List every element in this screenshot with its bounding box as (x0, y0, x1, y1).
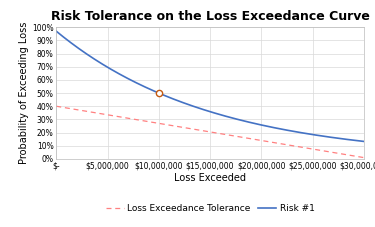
Risk #1 (189, 104, 194, 107)
Risk #1 (265, 125, 270, 128)
Loss Exceedance Tolerance (200, 129, 204, 132)
X-axis label: Loss Exceeded: Loss Exceeded (174, 173, 246, 183)
Loss Exceedance Tolerance (220, 133, 225, 135)
Loss Exceedance Tolerance (237, 136, 242, 138)
Risk #1 (178, 100, 183, 103)
Legend: Loss Exceedance Tolerance, Risk #1: Loss Exceedance Tolerance, Risk #1 (102, 200, 318, 217)
Loss Exceedance Tolerance (54, 105, 58, 108)
Risk #1 (86, 53, 90, 56)
Title: Risk Tolerance on the Loss Exceedance Curve: Risk Tolerance on the Loss Exceedance Cu… (51, 10, 369, 23)
Loss Exceedance Tolerance (362, 156, 366, 159)
Loss Exceedance Tolerance (354, 155, 358, 158)
Y-axis label: Probability of Exceeding Loss: Probability of Exceeding Loss (19, 22, 29, 164)
Risk #1 (362, 140, 366, 143)
Loss Exceedance Tolerance (306, 147, 310, 150)
Loss Exceedance Tolerance (202, 130, 206, 132)
Line: Risk #1: Risk #1 (56, 31, 364, 141)
Risk #1 (299, 131, 304, 134)
Risk #1 (54, 30, 58, 32)
Line: Loss Exceedance Tolerance: Loss Exceedance Tolerance (56, 106, 364, 158)
Risk #1 (294, 131, 298, 133)
